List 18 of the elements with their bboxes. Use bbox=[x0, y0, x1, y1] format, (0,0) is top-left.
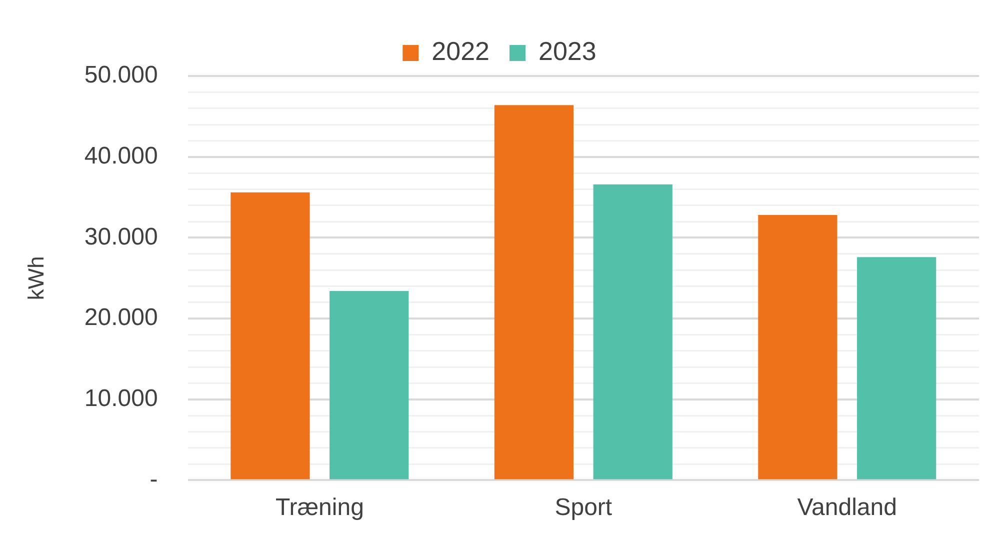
y-tick-label: 30.000 bbox=[84, 223, 158, 250]
x-tick-label: Sport bbox=[554, 494, 612, 522]
y-tick-label: - bbox=[150, 466, 158, 493]
y-tick-label: 10.000 bbox=[84, 384, 158, 412]
y-tick-label: 40.000 bbox=[84, 142, 158, 170]
y-axis-title: kWh bbox=[23, 256, 48, 300]
legend-label: 2022 bbox=[432, 36, 490, 66]
x-tick-label: Træning bbox=[275, 494, 364, 522]
x-tick-label: Vandland bbox=[797, 494, 897, 522]
bar bbox=[494, 105, 574, 480]
bar bbox=[593, 184, 672, 480]
y-tick-label: 50.000 bbox=[84, 62, 158, 89]
bar bbox=[758, 215, 838, 480]
bar bbox=[857, 257, 936, 480]
y-tick-label: 20.000 bbox=[84, 304, 158, 332]
legend-label: 2023 bbox=[538, 36, 596, 66]
bar bbox=[330, 291, 409, 480]
bar bbox=[230, 192, 310, 480]
